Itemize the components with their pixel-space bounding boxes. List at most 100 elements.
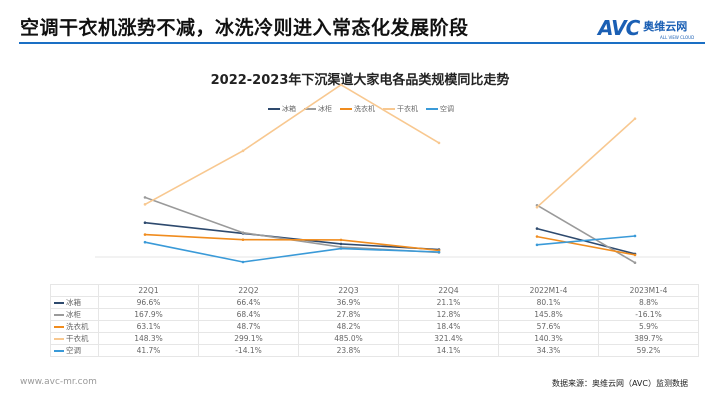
series-line-空调 — [144, 241, 440, 263]
x-tick-label: 2022M1-4 — [498, 284, 599, 297]
data-label: 59.2% — [598, 343, 699, 357]
legend-item: 冰箱 — [268, 104, 296, 114]
legend-swatch — [426, 108, 438, 110]
legend-swatch — [304, 108, 316, 110]
data-point — [437, 141, 441, 145]
data-point — [339, 83, 343, 87]
table-header-row: 22Q1 22Q2 22Q3 22Q4 2022M1-4 2023M1-4 — [50, 284, 699, 297]
data-label: 96.6% — [98, 295, 199, 309]
series-name: 冰柜 — [66, 309, 81, 319]
logo-mark: AVC — [598, 16, 640, 40]
page-title: 空调干衣机涨势不减，冰洗冷则进入常态化发展阶段 — [20, 17, 469, 39]
data-label: 12.8% — [398, 307, 499, 321]
data-label: 66.4% — [198, 295, 299, 309]
data-label: 14.1% — [398, 343, 499, 357]
data-label: 140.3% — [498, 331, 599, 345]
x-tick-label: 2023M1-4 — [598, 284, 699, 297]
data-label: 23.8% — [298, 343, 399, 357]
data-point — [437, 250, 441, 254]
data-point — [535, 227, 539, 230]
data-point — [143, 233, 147, 236]
x-tick-label: 22Q4 — [398, 284, 499, 297]
chart-title: 2022-2023年下沉渠道大家电各品类规模同比走势 — [210, 73, 510, 88]
data-label: -14.1% — [198, 343, 299, 357]
data-label: 68.4% — [198, 307, 299, 321]
data-label: 36.9% — [298, 295, 399, 309]
data-label: 21.1% — [398, 295, 499, 309]
x-tick-label: 22Q2 — [198, 284, 299, 297]
legend-swatch — [383, 108, 395, 110]
data-point — [339, 238, 343, 242]
row-label: 干衣机 — [50, 331, 99, 345]
data-label: 485.0% — [298, 331, 399, 345]
series-line-干衣机 — [536, 118, 636, 208]
legend-label: 洗衣机 — [354, 105, 375, 113]
avc-logo: AVC 奥维云网 ALL VIEW CLOUD — [598, 16, 694, 40]
legend-swatch — [268, 108, 280, 110]
logo-cn: 奥维云网 — [643, 20, 688, 33]
data-point — [535, 243, 539, 247]
data-label: 57.6% — [498, 319, 599, 333]
row-label: 洗衣机 — [50, 319, 99, 333]
data-point — [535, 235, 539, 238]
data-label: -16.1% — [598, 307, 699, 321]
series-line-洗衣机 — [144, 233, 440, 252]
legend-item: 冰柜 — [304, 104, 332, 114]
row-label: 冰柜 — [50, 307, 99, 321]
data-label: 48.7% — [198, 319, 299, 333]
data-point — [143, 221, 147, 225]
data-point — [633, 261, 637, 265]
legend-swatch — [340, 108, 352, 110]
data-label: 41.7% — [98, 343, 199, 357]
series-swatch — [54, 313, 64, 316]
logo-en: ALL VIEW CLOUD — [660, 35, 695, 40]
legend-label: 干衣机 — [397, 105, 418, 113]
data-point — [339, 242, 343, 246]
row-label: 冰箱 — [50, 295, 99, 309]
series-line-冰箱 — [144, 221, 440, 251]
x-tick-label: 22Q3 — [298, 284, 399, 297]
data-label: 299.1% — [198, 331, 299, 345]
data-label: 63.1% — [98, 319, 199, 333]
data-point — [633, 253, 637, 257]
data-label: 321.4% — [398, 331, 499, 345]
data-label: 80.1% — [498, 295, 599, 309]
table-row: 冰柜 167.9% 68.4% 27.8% 12.8% 145.8% -16.1% — [50, 307, 699, 321]
series-line-空调 — [536, 235, 636, 246]
data-label: 48.2% — [298, 319, 399, 333]
data-label: 27.8% — [298, 307, 399, 321]
series-line-冰箱 — [536, 227, 636, 255]
series-name: 干衣机 — [66, 333, 89, 343]
series-line-洗衣机 — [536, 235, 636, 256]
data-point — [241, 231, 245, 235]
data-label: 389.7% — [598, 331, 699, 345]
legend-item: 洗衣机 — [340, 104, 375, 114]
series-name: 空调 — [66, 345, 81, 355]
series-swatch — [54, 337, 64, 340]
data-point — [241, 260, 245, 264]
data-label: 167.9% — [98, 307, 199, 321]
series-line-冰柜 — [536, 204, 636, 264]
series-name: 冰箱 — [66, 297, 81, 307]
data-point — [633, 234, 637, 238]
data-label: 145.8% — [498, 307, 599, 321]
data-label: 18.4% — [398, 319, 499, 333]
data-point — [339, 247, 343, 250]
series-swatch — [54, 349, 64, 352]
table-row: 干衣机 148.3% 299.1% 485.0% 321.4% 140.3% 389.7% — [50, 331, 699, 345]
chart-legend: 冰箱 冰柜 洗衣机 干衣机 空调 — [268, 104, 454, 114]
table-row: 空调 41.7% -14.1% 23.8% 14.1% 34.3% 59.2% — [50, 343, 699, 357]
series-swatch — [54, 325, 64, 328]
series-line-干衣机 — [144, 83, 440, 206]
x-tick-label: 22Q1 — [98, 284, 199, 297]
series-line-冰柜 — [144, 196, 440, 254]
data-label: 8.8% — [598, 295, 699, 309]
legend-label: 空调 — [440, 105, 454, 113]
legend-item: 干衣机 — [383, 104, 418, 114]
data-label: 5.9% — [598, 319, 699, 333]
data-table: 22Q1 22Q2 22Q3 22Q4 2022M1-4 2023M1-4 冰箱 96.6% 6… — [50, 284, 699, 357]
data-label: 148.3% — [98, 331, 199, 345]
website-url: www.avc-mr.com — [20, 377, 97, 387]
data-point — [143, 203, 147, 206]
